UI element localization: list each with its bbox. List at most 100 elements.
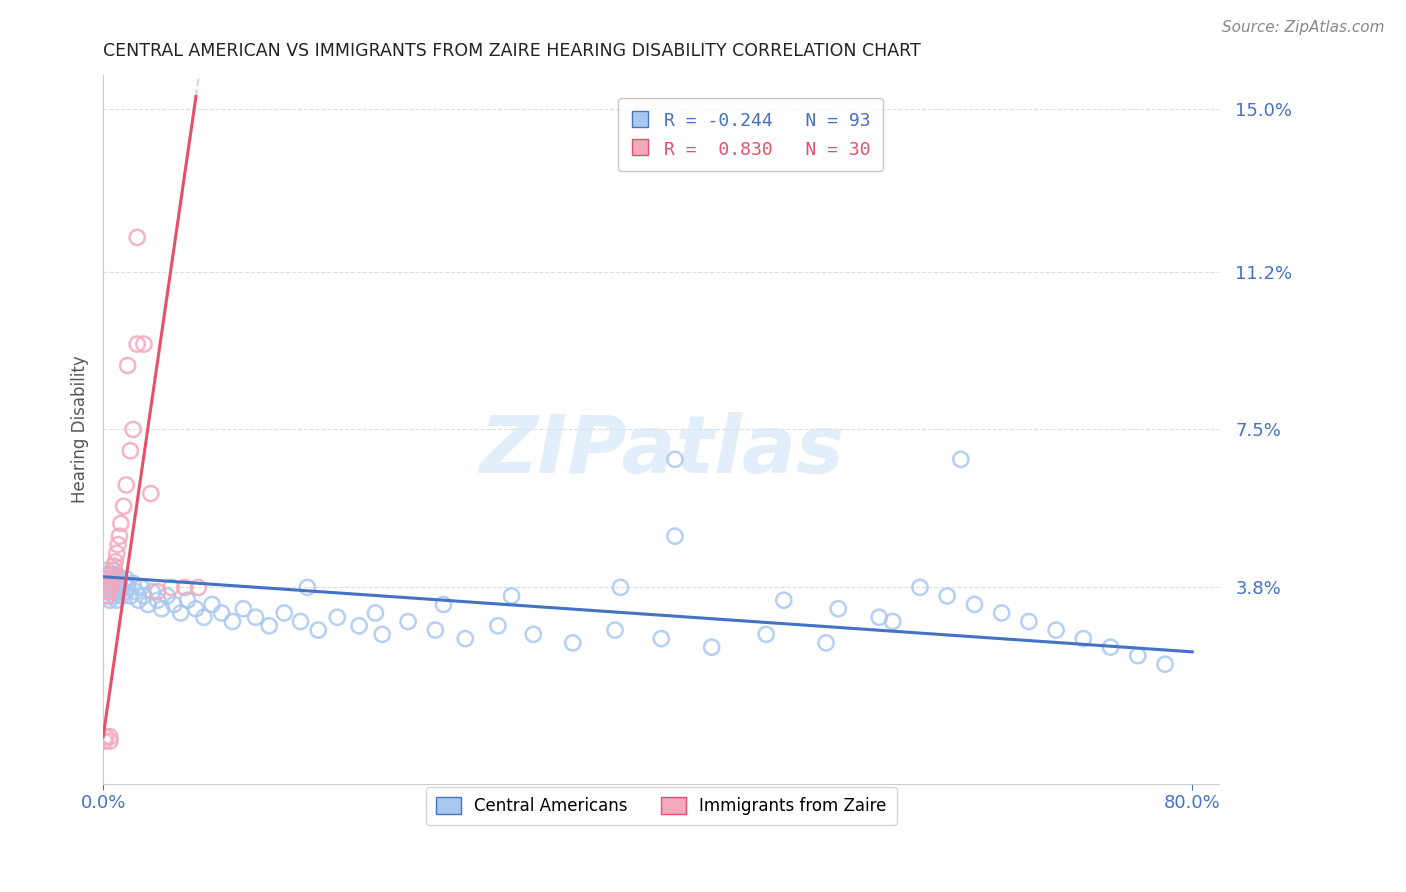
Point	[1126, 648, 1149, 663]
Point	[105, 567, 128, 582]
Point	[93, 572, 115, 586]
Point	[103, 576, 125, 591]
Point	[107, 538, 129, 552]
Point	[297, 581, 319, 595]
Point	[128, 593, 150, 607]
Text: CENTRAL AMERICAN VS IMMIGRANTS FROM ZAIRE HEARING DISABILITY CORRELATION CHART: CENTRAL AMERICAN VS IMMIGRANTS FROM ZAIR…	[103, 42, 921, 60]
Point	[97, 589, 120, 603]
Point	[425, 623, 447, 637]
Point	[117, 581, 139, 595]
Point	[664, 529, 686, 543]
Point	[257, 619, 280, 633]
Point	[104, 555, 127, 569]
Point	[201, 598, 224, 612]
Point	[146, 584, 169, 599]
Point	[132, 337, 155, 351]
Point	[609, 581, 631, 595]
Point	[273, 606, 295, 620]
Point	[522, 627, 544, 641]
Point	[96, 584, 118, 599]
Point	[100, 581, 122, 595]
Point	[1018, 615, 1040, 629]
Point	[990, 606, 1012, 620]
Point	[101, 581, 124, 595]
Point	[936, 589, 959, 603]
Point	[664, 452, 686, 467]
Point	[184, 601, 207, 615]
Point	[98, 734, 121, 748]
Point	[94, 581, 117, 595]
Point	[96, 589, 118, 603]
Point	[96, 576, 118, 591]
Point	[908, 581, 931, 595]
Point	[827, 601, 849, 615]
Point	[129, 581, 152, 595]
Point	[176, 593, 198, 607]
Point	[98, 593, 121, 607]
Point	[364, 606, 387, 620]
Point	[132, 589, 155, 603]
Point	[120, 443, 142, 458]
Point	[882, 615, 904, 629]
Point	[98, 567, 121, 582]
Point	[1154, 657, 1177, 672]
Point	[117, 359, 139, 373]
Point	[105, 546, 128, 560]
Point	[156, 589, 179, 603]
Point	[347, 619, 370, 633]
Point	[108, 529, 131, 543]
Point	[141, 584, 163, 599]
Point	[963, 598, 986, 612]
Point	[163, 598, 186, 612]
Text: Source: ZipAtlas.com: Source: ZipAtlas.com	[1222, 20, 1385, 35]
Point	[111, 589, 134, 603]
Point	[700, 640, 723, 655]
Point	[160, 581, 183, 595]
Point	[221, 615, 243, 629]
Point	[98, 581, 121, 595]
Point	[307, 623, 329, 637]
Point	[120, 589, 142, 603]
Point	[173, 581, 195, 595]
Point	[650, 632, 672, 646]
Point	[112, 500, 135, 514]
Point	[97, 581, 120, 595]
Point	[949, 452, 972, 467]
Point	[101, 563, 124, 577]
Point	[114, 584, 136, 599]
Point	[115, 478, 138, 492]
Point	[755, 627, 778, 641]
Point	[290, 615, 312, 629]
Point	[100, 576, 122, 591]
Point	[110, 581, 132, 595]
Point	[122, 576, 145, 591]
Point	[1099, 640, 1122, 655]
Point	[96, 563, 118, 577]
Point	[98, 730, 121, 744]
Point	[146, 593, 169, 607]
Point	[108, 572, 131, 586]
Point	[122, 422, 145, 436]
Point	[1073, 632, 1095, 646]
Point	[232, 601, 254, 615]
Point	[101, 572, 124, 586]
Y-axis label: Hearing Disability: Hearing Disability	[72, 356, 89, 503]
Point	[1045, 623, 1067, 637]
Point	[105, 581, 128, 595]
Point	[112, 576, 135, 591]
Point	[94, 730, 117, 744]
Point	[103, 589, 125, 603]
Point	[211, 606, 233, 620]
Point	[110, 516, 132, 531]
Point	[127, 230, 149, 244]
Point	[193, 610, 215, 624]
Point	[432, 598, 454, 612]
Point	[245, 610, 267, 624]
Text: ZIPatlas: ZIPatlas	[479, 412, 844, 490]
Point	[326, 610, 349, 624]
Point	[603, 623, 626, 637]
Point	[105, 593, 128, 607]
Point	[94, 567, 117, 582]
Point	[187, 581, 209, 595]
Point	[139, 486, 162, 500]
